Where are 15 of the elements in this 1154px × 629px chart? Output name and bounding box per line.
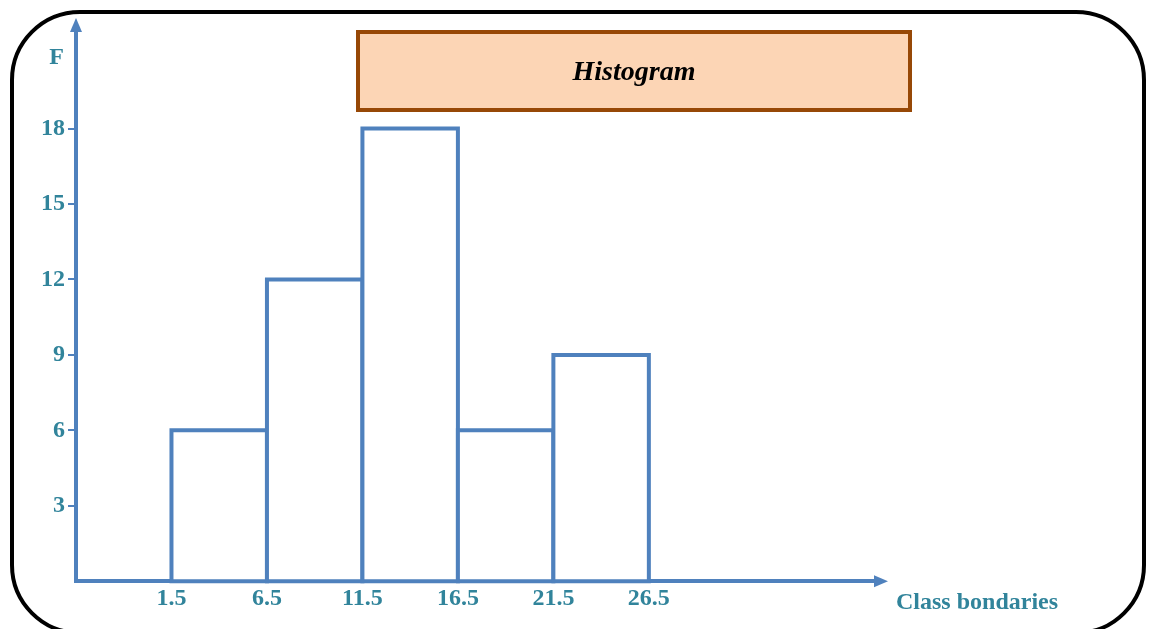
x-tick-label: 6.5 — [251, 583, 282, 610]
y-tick-label: 18 — [41, 113, 65, 140]
y-tick-label: 12 — [41, 264, 65, 291]
y-tick-label: 6 — [53, 415, 65, 442]
title-banner: Histogram — [356, 30, 912, 112]
x-axis-title: Class bondaries — [896, 588, 1059, 615]
y-tick-label: 3 — [53, 490, 65, 517]
y-tick-label: 15 — [41, 189, 65, 216]
x-tick-label: 26.5 — [627, 583, 670, 610]
x-tick-label: 1.5 — [156, 583, 187, 610]
y-axis-title: F — [49, 43, 64, 70]
y-tick-label: 9 — [53, 340, 65, 367]
x-tick-label: 16.5 — [436, 583, 479, 610]
x-tick-label: 11.5 — [342, 583, 383, 610]
x-tick-label: 21.5 — [532, 583, 575, 610]
